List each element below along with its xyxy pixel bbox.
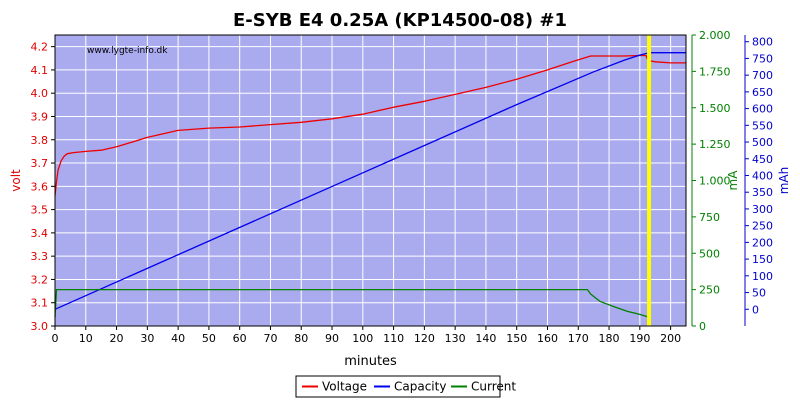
x-axis: 0 10 20 30 40 50 60 70 80 90 100 110 120 130 140 150 160… bbox=[52, 326, 681, 345]
y-left-tick-label: 3.5 bbox=[31, 204, 49, 217]
y-right-ma-axis: 0 250 500 750 1.000 1.250 1.500 1.750 2.000 bbox=[691, 29, 731, 333]
y-right-mah-axis: 0 50 100 150 200 250 300 350 400 450 500 550 600 650 7… bbox=[744, 35, 773, 326]
x-tick-label: 80 bbox=[294, 332, 308, 345]
y-left-tick-label: 3.8 bbox=[31, 134, 49, 147]
x-tick-label: 150 bbox=[506, 332, 527, 345]
y-left-tick-label: 4.1 bbox=[31, 64, 49, 77]
x-tick-label: 100 bbox=[352, 332, 373, 345]
y-left-tick-label: 3.1 bbox=[31, 297, 49, 310]
y-right-mah-tick-label: 150 bbox=[752, 253, 773, 266]
x-tick-label: 180 bbox=[599, 332, 620, 345]
x-tick-label: 200 bbox=[660, 332, 681, 345]
y-left-axis-label: volt bbox=[9, 169, 23, 192]
y-right-mah-tick-label: 700 bbox=[752, 69, 773, 82]
x-tick-label: 90 bbox=[325, 332, 339, 345]
x-tick-label: 160 bbox=[537, 332, 558, 345]
legend-box bbox=[295, 375, 501, 398]
y-right-mah-tick-label: 100 bbox=[752, 270, 773, 283]
y-right-ma-tick-label: 750 bbox=[699, 211, 720, 224]
y-right-ma-tick-label: 500 bbox=[699, 247, 720, 260]
y-right-mah-tick-label: 400 bbox=[752, 169, 773, 182]
y-right-mah-tick-label: 550 bbox=[752, 119, 773, 132]
x-tick-label: 140 bbox=[475, 332, 496, 345]
y-right-mah-tick-label: 0 bbox=[752, 303, 759, 316]
series-current-line bbox=[54, 288, 651, 327]
y-right-ma-tick-label: 1.750 bbox=[699, 65, 731, 78]
y-left-tick-label: 3.7 bbox=[31, 157, 49, 170]
x-tick-label: 0 bbox=[52, 332, 59, 345]
y-right-mah-tick-label: 800 bbox=[752, 36, 773, 49]
x-tick-label: 20 bbox=[110, 332, 124, 345]
x-axis-label: minutes bbox=[344, 354, 397, 369]
y-right-ma-tick-label: 1.000 bbox=[699, 175, 731, 188]
x-tick-label: 130 bbox=[445, 332, 466, 345]
legend: Voltage Capacity Current bbox=[295, 375, 516, 398]
legend-label-current: Current bbox=[471, 380, 516, 394]
y-left-tick-label: 3.3 bbox=[31, 250, 49, 263]
x-tick-label: 30 bbox=[140, 332, 154, 345]
y-left-tick-label: 4.0 bbox=[31, 87, 49, 100]
y-right-ma-axis-label: mA bbox=[726, 170, 740, 191]
cursor-line bbox=[647, 35, 652, 326]
x-tick-label: 70 bbox=[263, 332, 277, 345]
y-right-mah-tick-label: 750 bbox=[752, 52, 773, 65]
y-left-tick-label: 4.2 bbox=[31, 41, 49, 54]
x-tick-label: 10 bbox=[79, 332, 93, 345]
x-tick-label: 170 bbox=[568, 332, 589, 345]
y-right-mah-tick-label: 450 bbox=[752, 153, 773, 166]
y-left-axis: 3.0 3.1 3.2 3.3 3.4 3.5 3.6 3.7 3.8 3.9 4.0 4.1 4.2 bbox=[31, 35, 56, 333]
y-left-tick-label: 3.9 bbox=[31, 110, 49, 123]
watermark: www.lygte-info.dk bbox=[87, 46, 168, 56]
legend-label-voltage: Voltage bbox=[322, 380, 367, 394]
x-tick-label: 110 bbox=[383, 332, 404, 345]
x-tick-label: 190 bbox=[629, 332, 650, 345]
y-left-tick-label: 3.2 bbox=[31, 273, 49, 286]
y-right-ma-tick-label: 2.000 bbox=[699, 29, 731, 42]
chart-title: E-SYB E4 0.25A (KP14500-08) #1 bbox=[233, 10, 567, 31]
y-left-tick-label: 3.0 bbox=[31, 320, 49, 333]
y-right-mah-tick-label: 50 bbox=[752, 287, 766, 300]
y-right-mah-tick-label: 500 bbox=[752, 136, 773, 149]
y-right-mah-tick-label: 650 bbox=[752, 86, 773, 99]
y-right-ma-tick-label: 0 bbox=[699, 320, 706, 333]
plot-area bbox=[55, 35, 686, 326]
x-tick-label: 60 bbox=[233, 332, 247, 345]
legend-label-capacity: Capacity bbox=[394, 380, 446, 394]
y-right-mah-tick-label: 600 bbox=[752, 103, 773, 116]
y-right-mah-tick-label: 300 bbox=[752, 203, 773, 216]
y-right-ma-tick-label: 250 bbox=[699, 284, 720, 297]
y-left-tick-label: 3.4 bbox=[31, 227, 49, 240]
x-tick-label: 120 bbox=[414, 332, 435, 345]
y-left-tick-label: 3.6 bbox=[31, 180, 49, 193]
y-right-mah-tick-label: 250 bbox=[752, 220, 773, 233]
x-tick-label: 50 bbox=[202, 332, 216, 345]
y-right-mah-tick-label: 350 bbox=[752, 186, 773, 199]
x-tick-label: 40 bbox=[171, 332, 185, 345]
y-right-ma-tick-label: 1.250 bbox=[699, 138, 731, 151]
y-right-mah-tick-label: 200 bbox=[752, 236, 773, 249]
y-right-mah-axis-label: mAh bbox=[777, 167, 791, 195]
y-right-ma-tick-label: 1.500 bbox=[699, 102, 731, 115]
